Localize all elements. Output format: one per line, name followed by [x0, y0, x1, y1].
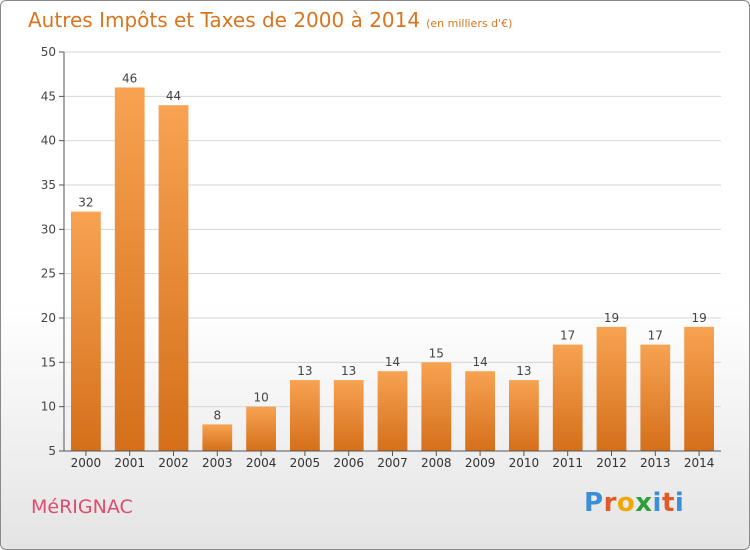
y-tick-label: 25: [41, 267, 56, 281]
city-name: MéRIGNAC: [31, 496, 133, 518]
bar-2009: [465, 371, 495, 451]
data-label-2001: 46: [122, 71, 137, 85]
data-label-2009: 14: [472, 355, 487, 369]
y-tick-label: 20: [41, 311, 56, 325]
y-tick-label: 15: [41, 355, 56, 369]
bar-2007: [377, 371, 408, 451]
data-label-2003: 8: [213, 408, 221, 422]
data-label-2010: 13: [516, 364, 531, 378]
logo-letter: i: [652, 488, 662, 518]
y-tick-label: 35: [41, 178, 56, 192]
logo-letter: o: [616, 488, 636, 518]
bar-2010: [509, 380, 539, 451]
x-tick-label: 2008: [421, 456, 452, 470]
data-label-2000: 32: [78, 196, 93, 210]
logo-letter: x: [635, 488, 653, 518]
bar-2004: [246, 406, 276, 451]
bar-2005: [290, 380, 320, 451]
data-label-2006: 13: [341, 364, 356, 378]
x-tick-label: 2009: [465, 456, 496, 470]
data-label-2007: 14: [385, 355, 400, 369]
axes-group: [59, 51, 721, 456]
data-label-2002: 44: [166, 89, 181, 103]
labels-group: 5 10 15 20 25 30 35 40 45 50 32 2000 46 2001 44 2002 8 20…: [41, 45, 715, 470]
x-tick-label: 2014: [684, 456, 715, 470]
bar-2000: [71, 211, 101, 451]
x-tick-label: 2012: [596, 456, 627, 470]
x-tick-label: 2004: [246, 456, 277, 470]
x-tick-label: 2011: [552, 456, 583, 470]
x-tick-label: 2010: [509, 456, 540, 470]
bar-2013: [640, 344, 671, 451]
data-label-2012: 19: [604, 311, 619, 325]
logo-letter: r: [603, 488, 617, 518]
title-text: Autres Impôts et Taxes de 2000 à 2014: [28, 8, 421, 32]
x-tick-label: 2002: [158, 456, 189, 470]
bar-2002: [158, 105, 189, 451]
bar-2001: [114, 87, 145, 451]
x-tick-label: 2007: [377, 456, 408, 470]
chart-subtitle: (en milliers d'€): [426, 17, 513, 30]
y-tick-label: 45: [41, 89, 56, 103]
y-tick-label: 40: [41, 134, 56, 148]
x-tick-label: 2013: [640, 456, 671, 470]
bar-2003: [202, 424, 233, 451]
bar-2008: [421, 362, 452, 451]
bar-2006: [333, 380, 364, 451]
bars-group: [71, 87, 714, 451]
x-tick-label: 2005: [290, 456, 321, 470]
logo-letter: P: [584, 488, 604, 518]
x-tick-label: 2001: [114, 456, 145, 470]
x-tick-label: 2000: [71, 456, 102, 470]
data-label-2008: 15: [429, 346, 444, 360]
data-label-2011: 17: [560, 329, 575, 343]
y-tick-label: 5: [48, 444, 56, 458]
data-label-2005: 13: [297, 364, 312, 378]
data-label-2004: 10: [253, 391, 268, 405]
logo-letter: i: [674, 488, 685, 518]
logo-letter: t: [661, 488, 675, 518]
y-tick-label: 30: [41, 222, 56, 236]
proxiti-logo: Proxiti: [584, 488, 684, 518]
x-tick-label: 2006: [333, 456, 364, 470]
bar-2014: [684, 326, 714, 451]
data-label-2013: 17: [648, 329, 663, 343]
data-label-2014: 19: [691, 311, 706, 325]
bar-2012: [596, 326, 627, 451]
y-tick-label: 10: [41, 400, 56, 414]
chart-title: Autres Impôts et Taxes de 2000 à 2014 (en…: [28, 8, 512, 32]
x-tick-label: 2003: [202, 456, 233, 470]
y-tick-label: 50: [41, 45, 56, 59]
bar-2011: [552, 344, 583, 451]
